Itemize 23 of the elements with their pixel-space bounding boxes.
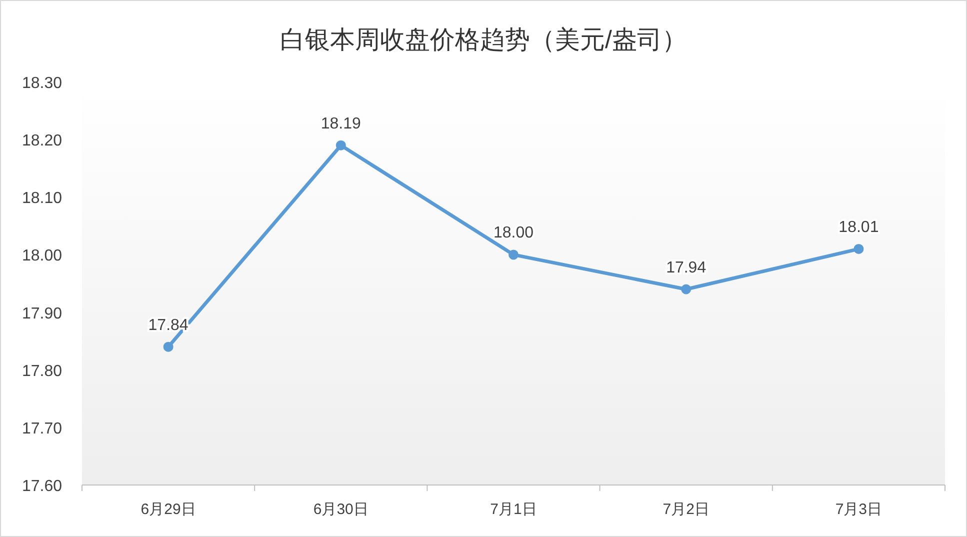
- chart-title: 白银本周收盘价格趋势（美元/盎司）: [280, 26, 687, 54]
- y-tick-label: 17.70: [22, 420, 62, 438]
- x-tick-label: 7月1日: [490, 501, 537, 518]
- y-tick-label: 17.90: [22, 305, 62, 322]
- data-label: 18.00: [493, 224, 534, 242]
- data-label: 18.01: [838, 218, 879, 236]
- point: [508, 250, 518, 260]
- x-tick-label: 7月2日: [662, 501, 710, 518]
- point: [854, 244, 864, 254]
- point: [681, 284, 692, 294]
- y-tick-label: 17.80: [22, 362, 62, 380]
- y-tick-label: 18.20: [22, 132, 62, 150]
- data-label: 17.94: [666, 259, 706, 276]
- x-tick-label: 6月29日: [140, 501, 196, 518]
- y-tick-label: 18.30: [22, 75, 62, 92]
- x-tick-label: 6月30日: [313, 501, 368, 518]
- point: [336, 140, 346, 150]
- y-tick-label: 17.60: [22, 478, 62, 495]
- point: [163, 342, 174, 352]
- x-tick-label: 7月3日: [835, 501, 882, 518]
- y-tick-label: 18.10: [22, 190, 62, 208]
- data-label: 18.19: [320, 115, 362, 132]
- y-tick-label: 18.00: [22, 248, 62, 265]
